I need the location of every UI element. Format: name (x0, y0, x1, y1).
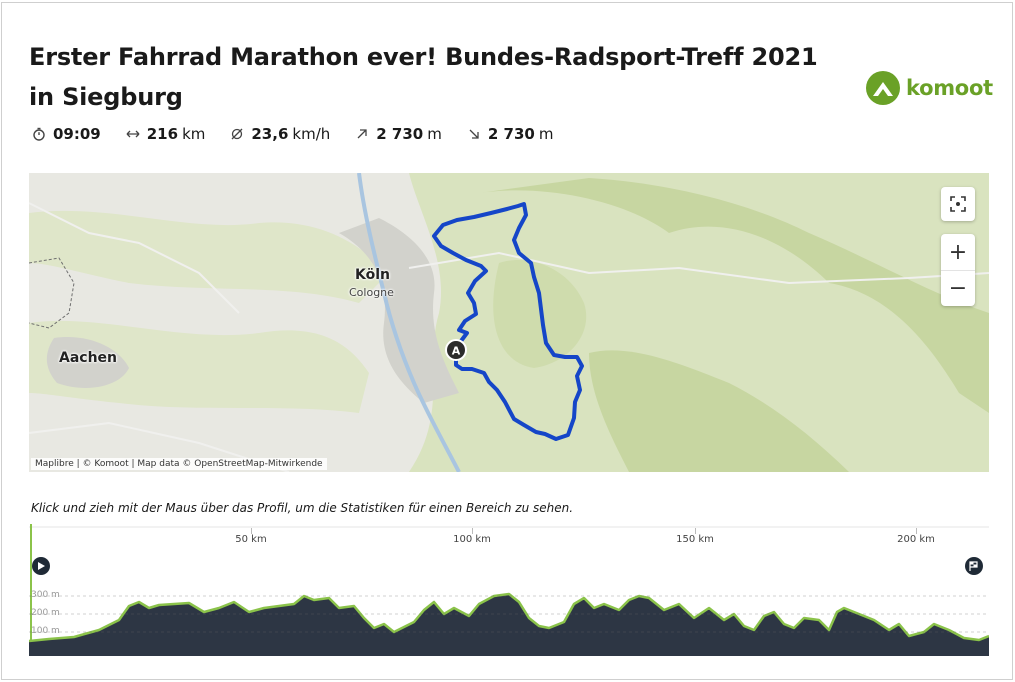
tour-title: Erster Fahrrad Marathon ever! Bundes-Rad… (29, 43, 818, 111)
tour-map[interactable]: A Köln Cologne Aachen + − Maplibre | © K… (29, 173, 989, 472)
route-line: A (432, 202, 584, 441)
uphill-icon (354, 126, 370, 142)
place-aachen: Aachen (59, 350, 118, 366)
zoom-out-button[interactable]: − (941, 270, 975, 306)
stat-duration: 09:09 (31, 125, 101, 143)
start-marker[interactable] (445, 339, 467, 361)
zoom-controls: + − (941, 234, 975, 306)
komoot-wordmark: komoot (906, 76, 993, 100)
elevation-tick-300: 300 m (31, 590, 60, 600)
zoom-in-button[interactable]: + (948, 239, 968, 265)
komoot-mountain-icon (866, 71, 900, 105)
distance-tick-mark (251, 528, 252, 534)
place-cologne: Cologne (349, 286, 394, 299)
distance-tick-50: 50 km (235, 534, 267, 545)
stat-downhill-unit: m (538, 125, 554, 143)
distance-tick-150: 150 km (676, 534, 714, 545)
stat-distance: 216 km (125, 125, 206, 143)
downhill-icon (466, 126, 482, 142)
fit-bounds-icon (950, 196, 966, 212)
map-attribution[interactable]: Maplibre | © Komoot | Map data © OpenStr… (31, 458, 327, 470)
stat-distance-unit: km (182, 125, 206, 143)
stat-duration-value: 09:09 (53, 125, 101, 143)
distance-tick-200: 200 km (897, 534, 935, 545)
distance-icon (125, 126, 141, 142)
stat-speed: 23,6 km/h (229, 125, 330, 143)
stat-speed-unit: km/h (292, 125, 331, 143)
map-background (29, 173, 989, 472)
start-marker-label: A (452, 345, 461, 358)
finish-button[interactable] (965, 557, 983, 575)
elevation-tick-100: 100 m (31, 626, 60, 636)
stat-downhill: 2 730 m (466, 125, 554, 143)
stat-downhill-value: 2 730 (487, 125, 535, 143)
distance-tick-mark (695, 528, 696, 534)
distance-tick-mark (472, 528, 473, 534)
play-icon (38, 562, 45, 570)
stat-distance-value: 216 (146, 125, 179, 143)
stat-uphill: 2 730 m (354, 125, 442, 143)
play-button[interactable] (32, 557, 50, 575)
elevation-fill (29, 594, 989, 656)
komoot-logo[interactable]: komoot (866, 71, 993, 105)
avg-speed-icon (229, 126, 245, 142)
stopwatch-icon (31, 126, 47, 142)
profile-hint: Klick und zieh mit der Maus über das Pro… (31, 501, 574, 515)
distance-tick-100: 100 km (453, 534, 491, 545)
distance-tick-mark (916, 528, 917, 534)
elevation-tick-200: 200 m (31, 608, 60, 618)
elevation-chart (29, 524, 989, 656)
place-koeln: Köln (355, 267, 390, 283)
stat-uphill-unit: m (427, 125, 442, 143)
elevation-line (29, 592, 989, 643)
fit-route-button[interactable] (941, 187, 975, 221)
elevation-profile[interactable]: 50 km 100 km 150 km 200 km 300 m 200 m 1… (29, 524, 989, 656)
stat-uphill-value: 2 730 (376, 125, 424, 143)
tour-stats: 09:09 216 km 23,6 km/h 2 730 m (31, 123, 577, 145)
finish-flag-icon (969, 561, 978, 571)
stat-speed-value: 23,6 (251, 125, 289, 143)
